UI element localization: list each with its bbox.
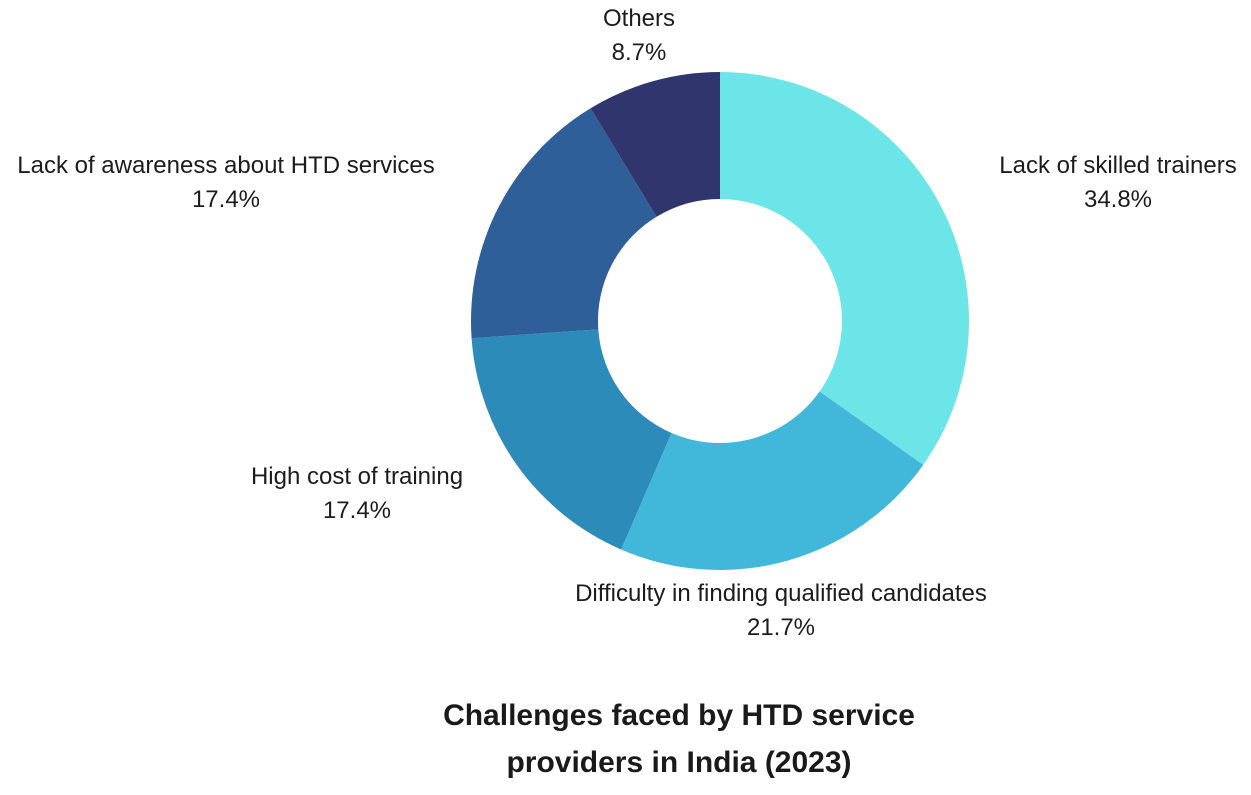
- slice-label-others: Others 8.7%: [603, 2, 675, 70]
- slice-label-percent: 21.7%: [746, 614, 816, 641]
- slice-label-difficulty-finding-candidates: Difficulty in finding qualified candidat…: [575, 577, 987, 645]
- slice-label-high-cost-of-training: High cost of training 17.4%: [251, 460, 463, 528]
- donut-slice-difficulty-in-finding-qualified-candidates: [621, 391, 924, 571]
- slice-label-text: High cost of training: [250, 463, 464, 490]
- donut-slice-high-cost-of-training: [471, 329, 672, 550]
- slice-label-percent: 8.7%: [611, 39, 667, 66]
- slice-label-percent: 17.4%: [322, 497, 392, 524]
- slice-label-lack-of-skilled-trainers: Lack of skilled trainers 34.8%: [999, 149, 1236, 217]
- slice-label-percent: 17.4%: [191, 186, 261, 213]
- slice-label-percent: 34.8%: [1083, 186, 1153, 213]
- donut-slice-others: [590, 72, 720, 217]
- donut-slice-lack-of-skilled-trainers: [720, 72, 970, 465]
- donut-slice-lack-of-awareness-about-htd-services: [470, 108, 657, 339]
- chart-title: Challenges faced by HTD service provider…: [443, 699, 915, 779]
- slice-label-text: Lack of skilled trainers: [999, 152, 1237, 179]
- slice-label-text: Difficulty in finding qualified candidat…: [575, 580, 987, 607]
- slice-label-text: Lack of awareness about HTD services: [17, 152, 435, 179]
- slice-label-text: Others: [602, 5, 676, 32]
- slice-label-lack-of-awareness: Lack of awareness about HTD services 17.…: [17, 149, 435, 217]
